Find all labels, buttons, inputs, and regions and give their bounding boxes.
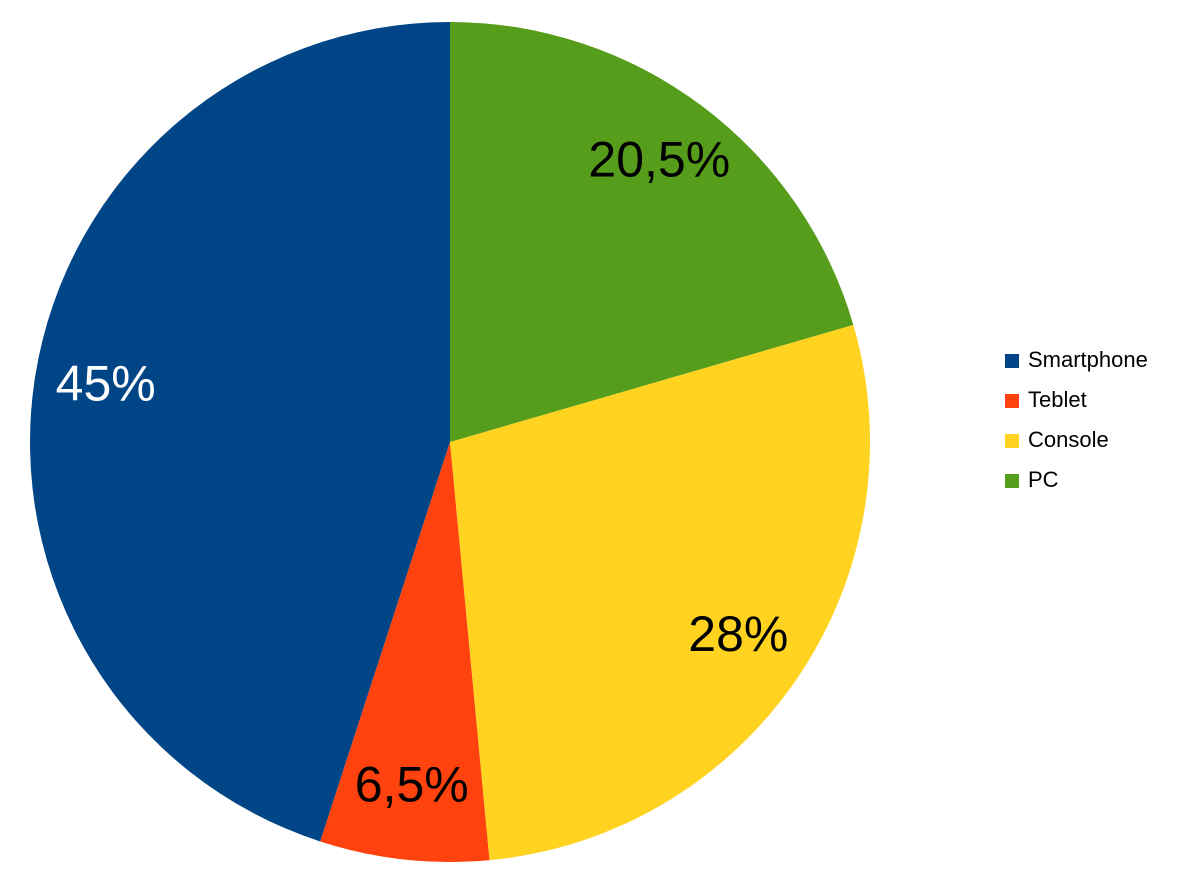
data-label: 28% [688, 606, 788, 662]
data-label: 20,5% [588, 131, 730, 187]
legend-label: Teblet [1028, 387, 1087, 412]
pie-slice [29, 22, 451, 842]
legend-swatch [1005, 394, 1019, 408]
legend-label: Smartphone [1028, 347, 1148, 372]
legend-label: Console [1028, 427, 1109, 452]
pie-slice [450, 324, 871, 861]
legend-swatch [1005, 474, 1019, 488]
legend-swatch [1005, 354, 1019, 368]
data-label: 45% [56, 356, 156, 412]
data-label: 6,5% [355, 757, 469, 813]
legend-swatch [1005, 434, 1019, 448]
legend-label: PC [1028, 467, 1059, 492]
pie-slice [320, 442, 490, 863]
pie-slice [450, 22, 854, 442]
